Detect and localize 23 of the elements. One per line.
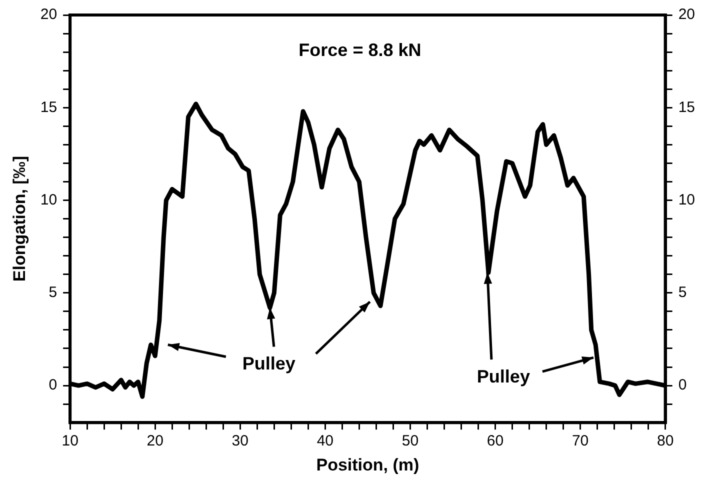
y2-tick-label: 20 [678, 6, 696, 24]
y-tick-label: 10 [40, 191, 58, 208]
y-tick-label: 5 [48, 284, 58, 302]
x-tick-label: 30 [232, 432, 248, 450]
x-tick-label: 70 [572, 432, 589, 450]
y-tick-label: 15 [40, 98, 58, 116]
y-tick-label: 0 [48, 376, 58, 394]
annotation: Pulley [476, 366, 530, 386]
x-axis-title: Position, (m) [316, 455, 420, 474]
y2-tick-label: 15 [678, 98, 696, 116]
y2-tick-label: 10 [678, 191, 696, 208]
y-axis-title: Elongation, [‰] [10, 156, 29, 282]
y2-tick-label: 0 [678, 376, 687, 394]
x-tick-label: 60 [486, 432, 504, 450]
x-tick-label: 10 [62, 432, 78, 450]
annotation: Force = 8.8 kN [298, 40, 422, 60]
y2-tick-label: 5 [678, 284, 687, 302]
annotation: Pulley [242, 354, 296, 374]
x-tick-label: 20 [146, 432, 164, 450]
x-tick-label: 80 [656, 432, 674, 450]
x-tick-label: 50 [402, 432, 419, 450]
x-tick-label: 40 [316, 432, 334, 450]
y-tick-label: 20 [40, 6, 58, 24]
